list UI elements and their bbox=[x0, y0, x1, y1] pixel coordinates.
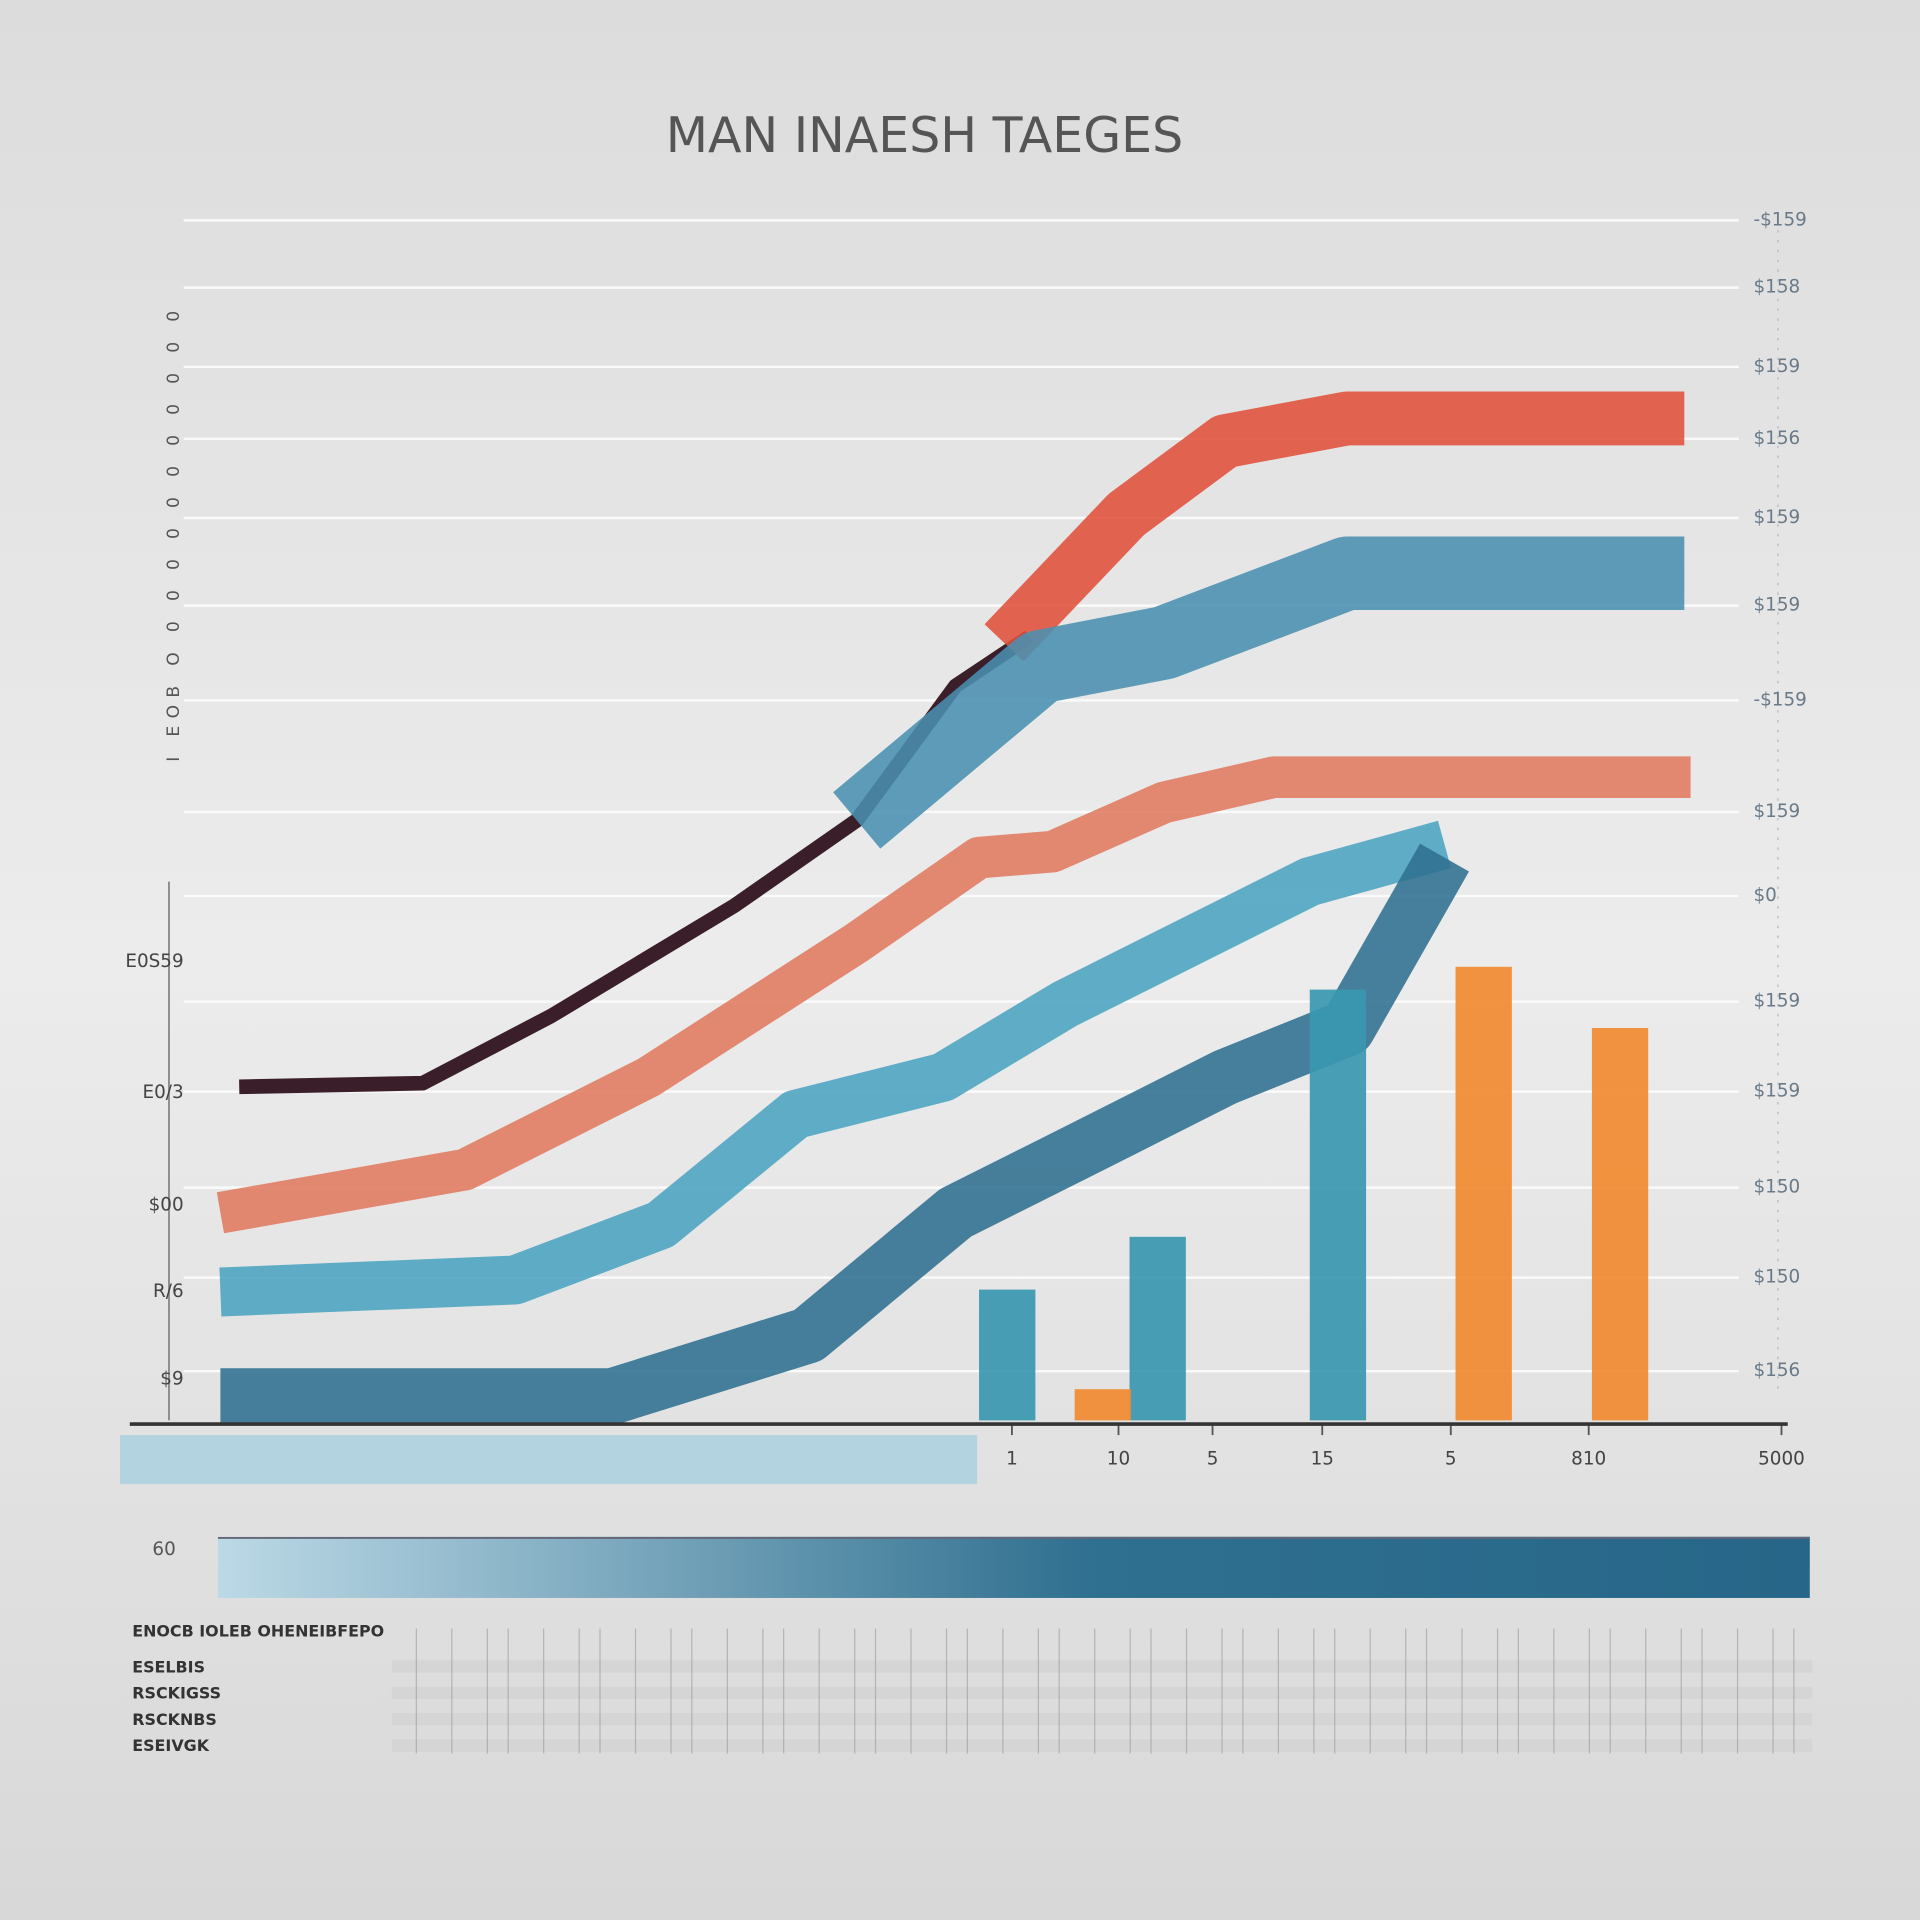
y2-tick-label: $156 bbox=[1753, 1360, 1800, 1381]
y-tick-label: $9 bbox=[160, 1369, 183, 1390]
table-header: ENOCB IOLEB OHENEIBFEPO bbox=[132, 1622, 384, 1641]
series-line bbox=[216, 756, 1691, 1234]
y2-tick-label: $159 bbox=[1753, 595, 1800, 616]
table-row-label: RSCKNBS bbox=[132, 1710, 217, 1729]
y2-tick-label: $159 bbox=[1753, 356, 1800, 377]
x-tick-label: 10 bbox=[1107, 1449, 1130, 1470]
series-line bbox=[219, 820, 1452, 1317]
table-row-stripe bbox=[391, 1739, 1813, 1752]
band-label: 60 bbox=[152, 1539, 175, 1560]
bar bbox=[1309, 989, 1367, 1421]
table-row-stripe bbox=[391, 1686, 1813, 1699]
series-line bbox=[984, 391, 1685, 662]
x-tick-label: 810 bbox=[1571, 1449, 1606, 1470]
y2-tick-label: $150 bbox=[1753, 1267, 1800, 1288]
table: ENOCB IOLEB OHENEIBFEPO ESELBIS RSCKIGSS R… bbox=[132, 1622, 1813, 1755]
y2-tick-label: $159 bbox=[1753, 507, 1800, 528]
y-tick-label: E0/3 bbox=[143, 1082, 184, 1103]
y2-tick-label: $150 bbox=[1753, 1177, 1800, 1198]
table-row-label: RSCKIGSS bbox=[132, 1684, 221, 1703]
bar bbox=[1129, 1236, 1186, 1421]
x-tick-label: 5000 bbox=[1758, 1449, 1805, 1470]
y2-tick-label: -$159 bbox=[1753, 689, 1806, 710]
y2-tick-label: $159 bbox=[1753, 801, 1800, 822]
bar bbox=[979, 1289, 1036, 1421]
table-row-label: ESEIVGK bbox=[132, 1736, 209, 1755]
x-tick-label: 5 bbox=[1207, 1449, 1219, 1470]
y-tick-label: $00 bbox=[149, 1195, 184, 1216]
series-line bbox=[833, 536, 1685, 849]
y2-tick-label: $159 bbox=[1753, 991, 1800, 1012]
table-row-stripe bbox=[391, 1660, 1813, 1673]
table-row-stripe bbox=[391, 1713, 1813, 1726]
chart-title: MAN INAESH TAEGES bbox=[666, 107, 1183, 164]
y2-tick-label: $156 bbox=[1753, 428, 1800, 449]
y-tick-label: E0S59 bbox=[125, 951, 183, 972]
bar bbox=[1591, 1028, 1649, 1421]
y2-tick-label: $158 bbox=[1753, 277, 1800, 298]
bar bbox=[1074, 1389, 1131, 1421]
y2-tick-label: $159 bbox=[1753, 1081, 1800, 1102]
x-tick-label: 5 bbox=[1445, 1449, 1457, 1470]
x-tick-label: 15 bbox=[1311, 1449, 1334, 1470]
y2-tick-label: $0 bbox=[1753, 885, 1776, 906]
y2-tick-label: -$159 bbox=[1753, 209, 1806, 230]
x-tick-label: 1 bbox=[1006, 1449, 1018, 1470]
bar bbox=[1455, 966, 1512, 1421]
lower-band bbox=[217, 1536, 1810, 1598]
y-tick-label: R/6 bbox=[153, 1281, 184, 1302]
series-line bbox=[239, 630, 1034, 1095]
y-axis-label: I EOB O 0 0 0 0 0 0 0 0 0 0 0 bbox=[164, 304, 184, 762]
x-band bbox=[120, 1435, 978, 1485]
table-row-label: ESELBIS bbox=[132, 1657, 205, 1676]
